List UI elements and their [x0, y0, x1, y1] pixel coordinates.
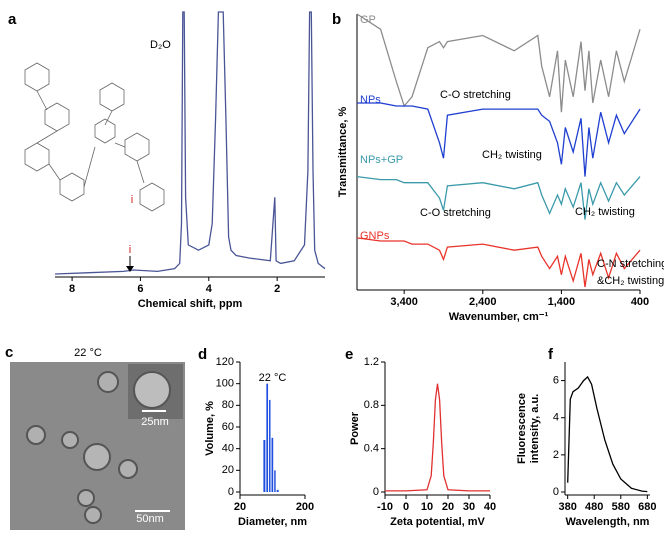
line-series	[356, 13, 641, 113]
annotation: i	[131, 194, 133, 206]
y-axis-label: Volume, %	[204, 401, 216, 456]
bar	[276, 489, 279, 492]
y-tick-label: 0	[228, 486, 234, 498]
bar	[274, 470, 276, 492]
x-axis-label: Wavenumber, cm⁻¹	[449, 311, 549, 323]
line-series	[357, 102, 641, 177]
x-axis-label: Chemical shift, ppm	[138, 298, 243, 310]
scale-label: 50nm	[136, 513, 164, 525]
x-tick-label: 10	[421, 501, 433, 513]
x-tick-label: -10	[377, 501, 393, 513]
line-series	[356, 237, 641, 288]
y-tick-label: 0.4	[364, 443, 379, 455]
y-tick-label: 0	[553, 486, 559, 498]
line-series	[385, 383, 490, 492]
series-label: NPs	[360, 94, 381, 106]
x-tick-label: 2	[274, 283, 280, 295]
y-tick-label: 20	[222, 464, 234, 476]
annotation: CH₂ twisting	[575, 206, 635, 218]
panel-label: a	[8, 11, 17, 28]
x-axis-label: Zeta potential, mV	[390, 516, 485, 528]
y-axis-label: intensity, a.u.	[529, 394, 541, 463]
annotation: D₂O	[150, 39, 171, 51]
scale-label: 25nm	[141, 416, 169, 428]
x-tick-label: 480	[585, 501, 603, 513]
panel-label: e	[345, 346, 353, 363]
annotation: CH₂ twisting	[482, 149, 542, 161]
panel-label: b	[332, 11, 341, 28]
x-tick-label: 20	[442, 501, 454, 513]
x-tick-label: 6	[137, 283, 143, 295]
annotation: &CH₂ twisting	[597, 275, 664, 287]
panel-label: d	[198, 346, 207, 363]
y-tick-label: 4	[553, 412, 559, 424]
line-series	[567, 375, 648, 493]
x-tick-label: 0	[403, 501, 409, 513]
x-tick-label: 2,400	[469, 296, 497, 308]
series-label: GNPs	[360, 230, 390, 242]
x-axis-label: Diameter, nm	[238, 516, 307, 528]
y-tick-label: 100	[216, 378, 234, 390]
x-tick-label: 680	[638, 501, 656, 513]
bar	[266, 383, 269, 492]
x-tick-label: 8	[69, 283, 75, 295]
y-tick-label: 80	[222, 399, 234, 411]
panel-title: 22 °C	[259, 372, 287, 384]
line-series	[54, 11, 326, 275]
panel-label: c	[5, 344, 13, 361]
y-tick-label: 1.2	[364, 356, 379, 368]
series-label: NPs+GP	[360, 154, 403, 166]
annotation: C-N stretching	[597, 258, 664, 270]
x-tick-label: 40	[484, 501, 496, 513]
series-label: GP	[360, 14, 376, 26]
panel-label: f	[548, 346, 554, 363]
annotation: C-O stretching	[420, 207, 491, 219]
x-tick-label: 200	[296, 501, 314, 513]
annotation: i	[129, 244, 131, 256]
tem-image	[10, 362, 185, 530]
x-axis-label: Wavelength, nm	[566, 516, 650, 528]
y-tick-label: 0.8	[364, 399, 379, 411]
x-tick-label: 20	[234, 501, 246, 513]
y-tick-label: 2	[553, 449, 559, 461]
x-tick-label: 380	[558, 501, 576, 513]
x-tick-label: 1,400	[548, 296, 576, 308]
y-axis-label: Fluorescence	[516, 393, 528, 464]
y-tick-label: 40	[222, 443, 234, 455]
y-tick-label: 120	[216, 356, 234, 368]
bar	[271, 437, 274, 492]
x-tick-label: 30	[463, 501, 475, 513]
y-axis-label: Power	[349, 411, 361, 445]
x-tick-label: 4	[206, 283, 213, 295]
structure	[24, 62, 165, 212]
x-tick-label: 3,400	[390, 296, 418, 308]
bar	[263, 440, 266, 492]
y-tick-label: 60	[222, 421, 234, 433]
line-series	[356, 175, 641, 220]
y-axis-label: Transmittance, %	[337, 107, 349, 198]
bar	[269, 399, 271, 492]
y-tick-label: 6	[553, 374, 559, 386]
y-tick-label: 0	[373, 486, 379, 498]
annotation: C-O stretching	[440, 89, 511, 101]
x-tick-label: 400	[631, 296, 649, 308]
arrow-head	[126, 266, 134, 272]
panel-title: 22 °C	[74, 347, 102, 359]
x-tick-label: 580	[612, 501, 630, 513]
